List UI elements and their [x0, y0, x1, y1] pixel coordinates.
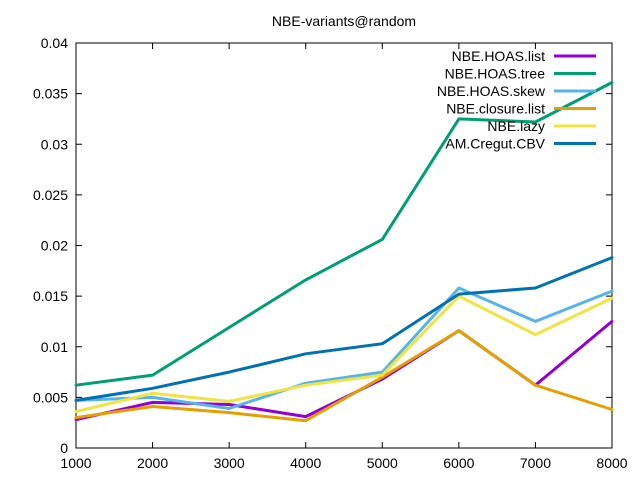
- y-tick-label: 0.035: [33, 86, 68, 102]
- legend-label: NBE.HOAS.skew: [437, 83, 546, 99]
- y-tick-label: 0: [60, 440, 68, 456]
- series-line-nbe-closure-list: [74, 329, 614, 423]
- series-lines: [74, 81, 614, 423]
- y-tick-label: 0.015: [33, 288, 68, 304]
- series-line-nbe-hoas-tree: [74, 81, 614, 387]
- x-tick-label: 1000: [60, 455, 91, 471]
- series-line-am-cregut-cbv: [74, 256, 614, 402]
- legend-label: NBE.HOAS.list: [452, 48, 545, 64]
- y-tick-label: 0.005: [33, 389, 68, 405]
- x-tick-label: 8000: [596, 455, 627, 471]
- legend-label: NBE.HOAS.tree: [445, 66, 546, 82]
- legend-label: NBE.closure.list: [446, 101, 545, 117]
- x-tick-label: 7000: [520, 455, 551, 471]
- chart-title: NBE-variants@random: [272, 13, 416, 29]
- y-tick-label: 0.04: [41, 35, 68, 51]
- x-tick-label: 6000: [443, 455, 474, 471]
- x-tick-label: 4000: [290, 455, 321, 471]
- x-tick-label: 3000: [214, 455, 245, 471]
- x-tick-label: 2000: [137, 455, 168, 471]
- y-tick-label: 0.025: [33, 187, 68, 203]
- y-tick-label: 0.03: [41, 136, 68, 152]
- y-tick-label: 0.01: [41, 339, 68, 355]
- series-line-nbe-lazy: [74, 294, 614, 414]
- axes: 0 0.005 0.01 0.015 0.02 0.025 0.03 0.035 0.04 100…: [33, 35, 628, 471]
- y-tick-label: 0.02: [41, 238, 68, 254]
- series-line-nbe-hoas-skew: [74, 286, 614, 410]
- x-tick-label: 5000: [367, 455, 398, 471]
- legend-label: NBE.lazy: [487, 118, 545, 134]
- legend-label: AM.Cregut.CBV: [445, 136, 545, 152]
